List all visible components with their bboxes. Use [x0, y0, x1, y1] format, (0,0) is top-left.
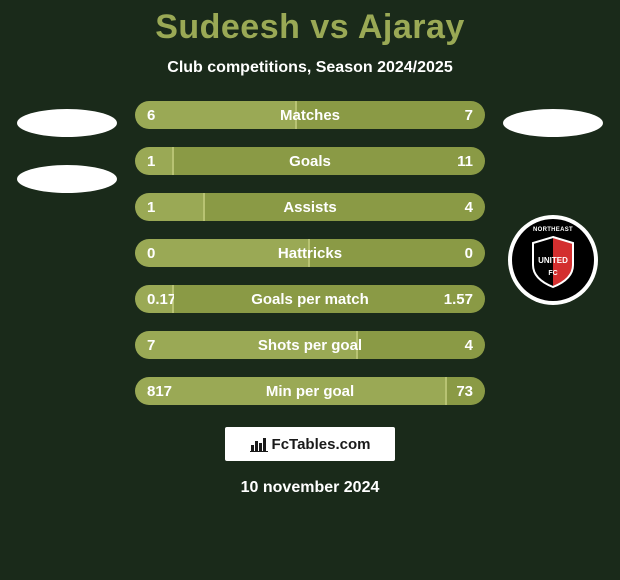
- stat-left-value: 0.17: [135, 285, 174, 313]
- stat-left-value: 1: [135, 147, 174, 175]
- stats-column: 67Matches 111Goals 14Assists 00Hattricks 0.1…: [135, 101, 485, 405]
- stat-right-value: 4: [205, 193, 485, 221]
- right-club-oval-1: [503, 109, 603, 137]
- stat-right-value: 4: [358, 331, 485, 359]
- stat-row: 81773Min per goal: [135, 377, 485, 405]
- page-title: Sudeesh vs Ajaray: [155, 8, 465, 47]
- stat-left-value: 0: [135, 239, 310, 267]
- stat-row: 14Assists: [135, 193, 485, 221]
- date-label: 10 november 2024: [241, 479, 380, 497]
- subtitle: Club competitions, Season 2024/2025: [167, 59, 452, 77]
- watermark-text: FcTables.com: [272, 436, 371, 453]
- left-club-oval-1: [17, 109, 117, 137]
- comparison-card: Sudeesh vs Ajaray Club competitions, Sea…: [0, 0, 620, 580]
- stat-right-value: 11: [174, 147, 486, 175]
- right-logo-column: NORTHEAST UNITED FC: [503, 101, 603, 305]
- bar-chart-icon: [250, 436, 268, 452]
- stat-left-value: 817: [135, 377, 447, 405]
- stat-row: 00Hattricks: [135, 239, 485, 267]
- left-logo-column: [17, 101, 117, 193]
- stats-area: 67Matches 111Goals 14Assists 00Hattricks 0.1…: [0, 101, 620, 405]
- northeast-united-badge: NORTHEAST UNITED FC: [508, 215, 598, 305]
- stat-row: 74Shots per goal: [135, 331, 485, 359]
- stat-right-value: 7: [297, 101, 485, 129]
- neu-badge-text-mid: UNITED: [538, 256, 568, 265]
- watermark-badge: FcTables.com: [225, 427, 395, 461]
- stat-right-value: 73: [447, 377, 486, 405]
- stat-right-value: 0: [310, 239, 485, 267]
- stat-left-value: 7: [135, 331, 358, 359]
- stat-row: 0.171.57Goals per match: [135, 285, 485, 313]
- neu-shield-icon: UNITED FC: [528, 231, 578, 289]
- neu-badge-inner: NORTHEAST UNITED FC: [512, 219, 594, 301]
- neu-badge-text-bot: FC: [548, 270, 557, 277]
- stat-left-value: 1: [135, 193, 205, 221]
- stat-row: 111Goals: [135, 147, 485, 175]
- stat-row: 67Matches: [135, 101, 485, 129]
- left-club-oval-2: [17, 165, 117, 193]
- stat-left-value: 6: [135, 101, 297, 129]
- stat-right-value: 1.57: [174, 285, 486, 313]
